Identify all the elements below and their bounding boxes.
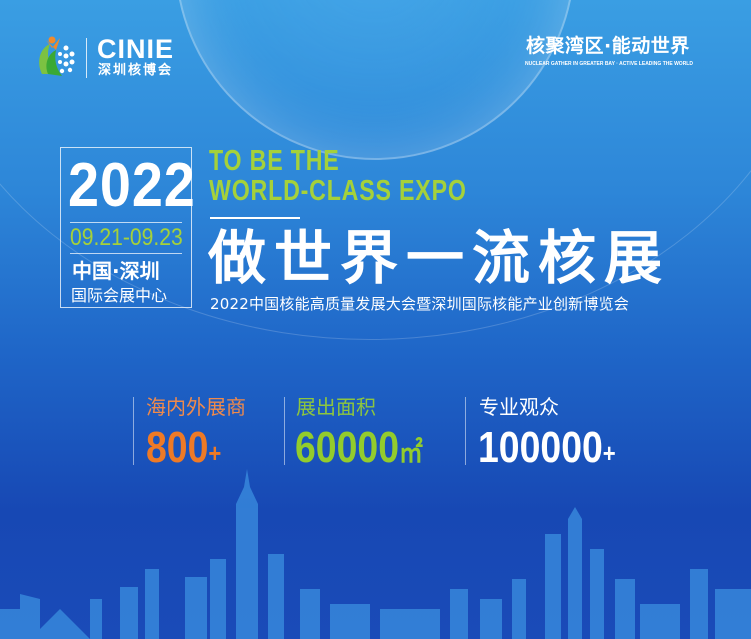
stat-value-visitors: 100000+ (478, 426, 616, 470)
event-dates: 09.21-09.23 (70, 224, 183, 251)
box-divider (70, 222, 182, 223)
stat-value: 800 (146, 423, 209, 472)
logo-name: CINIE (97, 34, 175, 64)
stat-value-area: 60000㎡ (295, 426, 423, 470)
stat-label-exhibitors: 海内外展商 (146, 395, 246, 419)
stat-divider (133, 397, 134, 465)
box-divider (70, 253, 182, 254)
event-venue: 国际会展中心 (71, 286, 168, 305)
headline-subtitle: 2022中国核能高质量发展大会暨深圳国际核能产业创新博览会 (210, 295, 629, 313)
event-year: 2022 (68, 151, 196, 220)
stat-divider (465, 397, 466, 465)
logo-divider (86, 38, 87, 78)
event-info-box (60, 147, 192, 308)
decorative-arc (0, 0, 751, 340)
city-skyline (0, 469, 751, 639)
stat-suffix: ㎡ (399, 437, 423, 468)
headline-en-line2: WORLD-CLASS EXPO (209, 175, 467, 207)
stat-suffix: + (602, 438, 616, 468)
stat-value: 60000 (295, 423, 400, 472)
stat-label-visitors: 专业观众 (479, 395, 559, 419)
cinie-logo-icon (39, 36, 75, 76)
headline-en-line1: TO BE THE (209, 145, 340, 177)
stat-divider (284, 397, 285, 465)
stat-suffix: + (208, 438, 222, 468)
headline-underline (210, 217, 300, 219)
event-city: 中国·深圳 (72, 259, 160, 283)
logo-subtitle: 深圳核博会 (98, 63, 174, 78)
slogan-en: NUCLEAR GATHER IN GREATER BAY · ACTIVE L… (525, 61, 693, 67)
slogan-zh: 核聚湾区·能动世界 (526, 35, 690, 57)
stat-value-exhibitors: 800+ (146, 426, 221, 470)
stat-label-area: 展出面积 (296, 395, 376, 419)
stat-value: 100000 (478, 423, 603, 472)
headline-zh: 做世界一流核展 (208, 224, 671, 292)
